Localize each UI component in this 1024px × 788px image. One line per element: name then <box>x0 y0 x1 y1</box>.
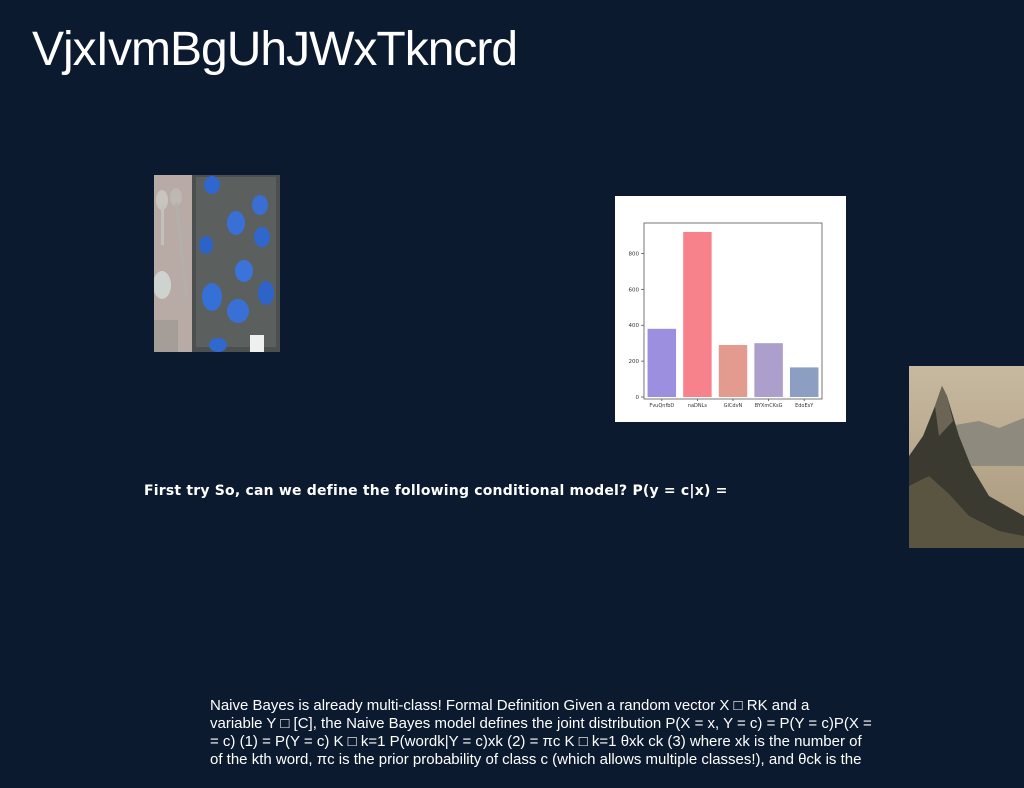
body-line: = c) (1) = P(Y = c) K □ k=1 P(wordk|Y = … <box>210 733 862 750</box>
photo-mountain <box>909 366 1024 548</box>
x-tick-label: GlCdvN <box>724 403 743 409</box>
bar-FvuQnfbD <box>647 328 677 397</box>
bar-EdoEsY <box>789 367 819 397</box>
slide-title: VjxIvmBgUhJWxTkncrd <box>32 23 518 76</box>
bar-naDNLs <box>683 231 712 397</box>
body-text: Naive Bayes is already multi-class! Form… <box>210 697 920 769</box>
bar-BYXmCKsG <box>754 343 783 397</box>
photo-blue-tray <box>154 175 280 352</box>
x-tick-label: FvuQnfbD <box>649 403 674 409</box>
x-tick-label: naDNLs <box>688 403 708 409</box>
bar-GlCdvN <box>718 344 748 397</box>
body-line: of the kth word, πc is the prior probabi… <box>210 751 862 768</box>
y-tick-label: 0 <box>636 395 640 401</box>
y-tick-label: 800 <box>629 251 640 257</box>
bar-chart: 0 200 400 600 800 FvuQnfbD naDNLs GlCdvN BYXmCK… <box>615 196 846 422</box>
y-tick-label: 400 <box>629 323 640 329</box>
x-tick-label: BYXmCKsG <box>755 403 783 409</box>
body-line: variable Y □ [C], the Naive Bayes model … <box>210 715 872 732</box>
y-tick-label: 600 <box>629 287 640 293</box>
x-tick-label: EdoEsY <box>795 403 814 409</box>
body-line: Naive Bayes is already multi-class! Form… <box>210 697 810 714</box>
y-tick-label: 200 <box>629 359 640 365</box>
question-text: First try So, can we define the followin… <box>144 483 728 499</box>
